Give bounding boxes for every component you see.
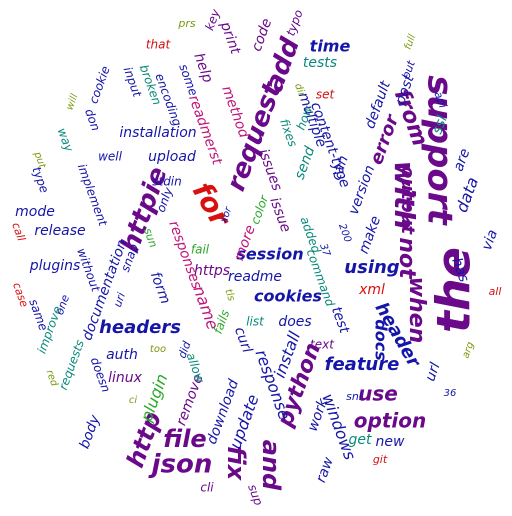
word-too: too <box>150 344 166 355</box>
word-test: test <box>328 305 352 336</box>
word-tests: tests <box>303 55 337 71</box>
word-has: has <box>448 256 472 285</box>
word-raw: raw <box>313 455 337 485</box>
word-typo: typo <box>283 8 305 38</box>
word-send: send <box>292 144 319 181</box>
word-that: that <box>146 38 172 52</box>
word-well: well <box>98 150 123 164</box>
word-using: using <box>344 257 400 278</box>
word-does: does <box>278 314 311 330</box>
word-and: and <box>257 440 285 491</box>
word-but: but <box>399 58 418 80</box>
word-issues: issues <box>255 147 285 193</box>
word-way: way <box>55 126 77 154</box>
word-release: release <box>34 223 85 239</box>
word-json: json <box>148 450 213 480</box>
word-mode: mode <box>15 204 55 220</box>
word-headers: headers <box>99 317 181 338</box>
word-ssl: ssl <box>429 113 450 136</box>
word-will: will <box>64 92 80 111</box>
word-fail: fail <box>191 243 210 257</box>
word-color: color <box>248 193 272 227</box>
word-linux: linux <box>108 370 143 386</box>
word-with: with <box>388 161 421 230</box>
word-support: support <box>420 75 460 226</box>
word-https: https <box>194 263 230 279</box>
word-cookies: cookies <box>254 287 322 306</box>
word-file: file <box>163 425 206 453</box>
word-use: use <box>358 382 398 406</box>
word-xml: xml <box>358 282 385 298</box>
word-text: text <box>310 338 335 352</box>
word-docs: docs <box>372 319 391 360</box>
word-fix: fix <box>222 446 250 482</box>
word-type: type <box>29 165 51 195</box>
word-tls: tls <box>222 288 236 303</box>
word-plugins: plugins <box>29 258 81 274</box>
word-requests: requests <box>56 338 87 392</box>
word-sni: sni <box>346 390 362 403</box>
word-all: all <box>489 285 502 298</box>
word-list: list <box>246 315 265 329</box>
word-cli: cli <box>200 481 214 495</box>
word-issue: issue <box>266 195 293 234</box>
word-via: via <box>479 228 501 253</box>
word-the: the <box>427 247 481 333</box>
word-readme: readme <box>228 269 282 285</box>
word-36: 36 <box>444 388 457 399</box>
word-set: set <box>316 88 336 102</box>
word-ci: ci <box>129 395 137 406</box>
word-output: output <box>397 166 418 235</box>
word-sun: sun <box>141 226 160 249</box>
word-full: full <box>403 33 419 51</box>
word-prs: prs <box>177 17 196 30</box>
word-don: don <box>82 107 103 133</box>
word-stdin: stdin <box>152 175 182 189</box>
word-print: print <box>217 19 244 57</box>
word-call: call <box>9 221 28 243</box>
word-time: time <box>310 37 351 56</box>
word-are: are <box>451 146 474 173</box>
word-version: version <box>346 163 379 217</box>
word-api: api <box>431 90 449 110</box>
word-git: git <box>373 453 388 466</box>
word-make: make <box>356 214 384 256</box>
word-did: did <box>176 339 194 360</box>
word-auth: auth <box>106 347 138 363</box>
word-option: option <box>354 409 426 433</box>
word-uri: uri <box>111 291 128 309</box>
word-dir: dir <box>292 82 307 99</box>
word-one: one <box>53 293 72 317</box>
word-implement: implement <box>75 162 111 229</box>
word-cookie: cookie <box>86 64 112 105</box>
word-body: body <box>77 412 104 451</box>
word-upload: upload <box>148 149 196 165</box>
word-url: url <box>422 360 443 383</box>
word-feature: feature <box>325 354 400 375</box>
word-installation: installation <box>119 125 196 141</box>
word-new: new <box>376 434 405 450</box>
word-curl: curl <box>231 325 255 355</box>
word-code: code <box>249 16 276 53</box>
word-session: session <box>236 245 303 264</box>
word-arg: arg <box>460 340 476 359</box>
word-not: not <box>394 237 419 280</box>
word-37: 37 <box>317 242 332 258</box>
word-200: 200 <box>336 222 353 244</box>
word-form: form <box>147 270 173 306</box>
word-when: when <box>404 277 429 344</box>
word-get: get <box>349 432 373 448</box>
